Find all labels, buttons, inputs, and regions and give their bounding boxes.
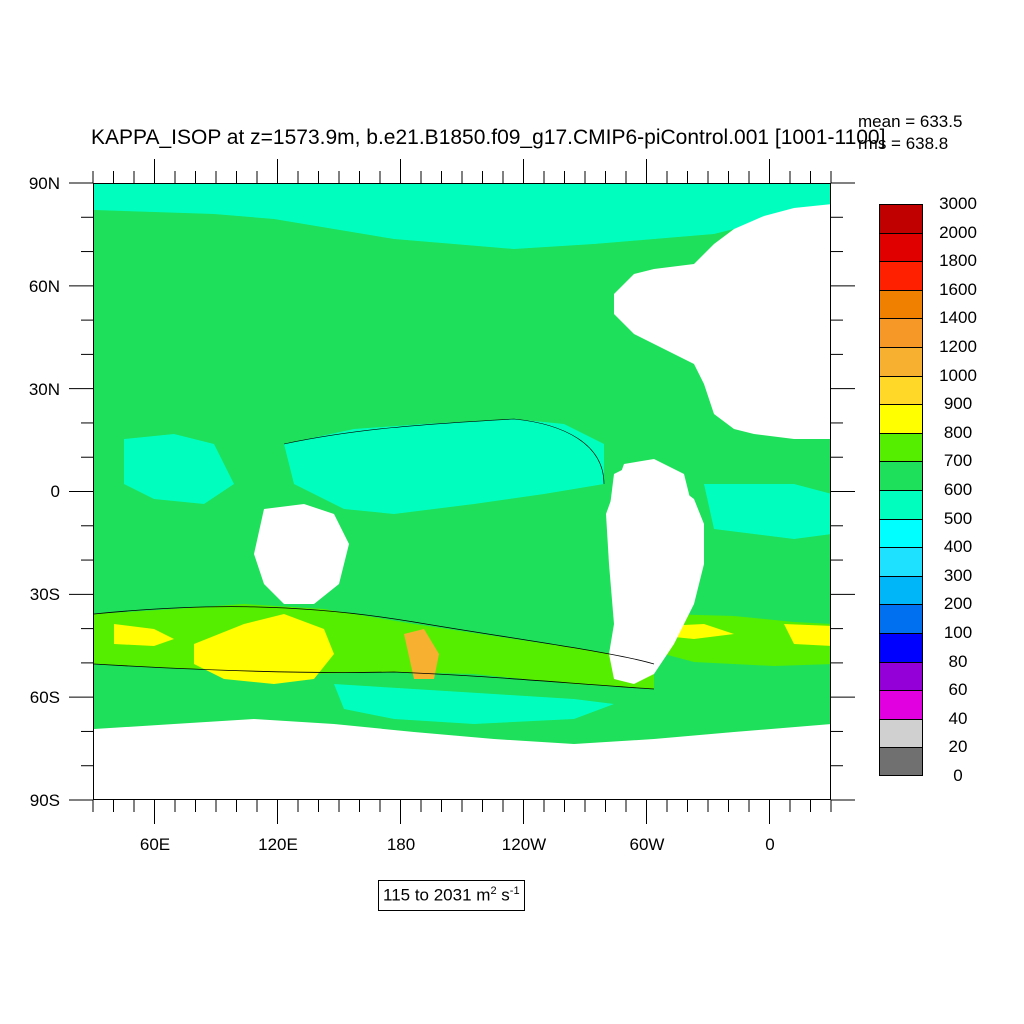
contour-line-3 — [283, 418, 605, 485]
colorbar-box — [879, 604, 923, 633]
colorbar-label: 1800 — [939, 251, 977, 271]
colorbar-box — [879, 747, 923, 776]
colorbar-label: 1400 — [939, 308, 977, 328]
range-exp-2: -1 — [509, 885, 520, 897]
colorbar-label: 1200 — [939, 337, 977, 356]
colorbar-label: 700 — [943, 451, 973, 471]
colorbar-box — [879, 232, 923, 262]
map-field — [94, 184, 830, 799]
lon-label-0: 0 — [765, 835, 775, 854]
colorbar-box — [879, 289, 923, 319]
range-exp-1: 2 — [490, 885, 497, 897]
colorbar-label: 3000 — [939, 194, 977, 213]
arctic-band — [94, 184, 830, 249]
colorbar-box — [879, 346, 923, 376]
lon-label-180: 180 — [386, 835, 416, 854]
contour-line-2 — [94, 663, 655, 690]
colorbar-label: 100 — [943, 623, 973, 642]
acc-patch-2 — [194, 614, 334, 684]
colorbar-label: 800 — [943, 422, 973, 442]
colorbar-box — [879, 489, 923, 519]
colorbar-box — [879, 718, 923, 748]
colorbar-box — [879, 432, 923, 462]
lat-label-60s: 60S — [29, 688, 60, 707]
mean-stat: mean = 633.5 — [858, 112, 963, 131]
colorbar-label: 200 — [943, 594, 973, 614]
colorbar-box — [879, 690, 923, 719]
colorbar — [879, 204, 923, 776]
lat-label-30s: 30S — [29, 585, 60, 604]
acc-patch-5 — [404, 629, 439, 679]
colorbar-label: 400 — [943, 537, 973, 557]
colorbar-box — [879, 404, 923, 433]
colorbar-box — [879, 261, 923, 290]
lat-label-90s: 90S — [29, 791, 60, 810]
colorbar-label: 1000 — [939, 365, 977, 385]
colorbar-box — [879, 375, 923, 405]
colorbar-label: 900 — [943, 394, 973, 414]
colorbar-label: 20 — [948, 737, 968, 757]
map-title: KAPPA_ISOP at z=1573.9m, b.e21.B1850.f09… — [91, 126, 886, 149]
colorbar-label: 600 — [943, 480, 973, 499]
acc-patch-4 — [784, 624, 830, 646]
colorbar-box — [879, 461, 923, 490]
colorbar-box — [879, 547, 923, 576]
range-unit-mid: s — [496, 885, 510, 905]
lon-label-60w: 60W — [629, 835, 665, 854]
tropical-band-pacific — [284, 419, 604, 514]
tropical-band-indian — [124, 434, 234, 504]
range-label-box: 115 to 2031 m2 s-1 — [378, 880, 525, 911]
colorbar-box — [879, 632, 923, 662]
colorbar-label: 500 — [943, 508, 973, 528]
map-plot-area — [93, 183, 831, 800]
colorbar-box — [879, 518, 923, 548]
lat-label-30n: 30N — [28, 380, 60, 399]
land-antarctica — [94, 719, 830, 799]
lon-label-120w: 120W — [501, 835, 547, 854]
colorbar-label: 1600 — [939, 279, 977, 299]
colorbar-box — [879, 318, 923, 347]
land-australia — [254, 504, 349, 604]
colorbar-label: 2000 — [939, 222, 977, 242]
colorbar-label: 80 — [948, 651, 968, 671]
colorbar-label: 40 — [948, 708, 968, 728]
rms-stat: rms = 638.8 — [858, 134, 949, 153]
lon-label-120e: 120E — [258, 835, 298, 854]
lat-label-eq: 0 — [50, 482, 60, 501]
contour-line-1 — [94, 606, 655, 665]
range-text: 115 to 2031 m — [383, 885, 491, 905]
acc-patch-1 — [114, 624, 174, 646]
southern-band-cyan — [334, 684, 614, 724]
colorbar-label: 60 — [948, 680, 968, 700]
land-north — [94, 184, 830, 439]
colorbar-label: 300 — [943, 565, 973, 585]
colorbar-box — [879, 204, 923, 233]
lat-label-60n: 60N — [28, 277, 60, 296]
colorbar-box — [879, 661, 923, 691]
lat-label-90n: 90N — [28, 174, 60, 193]
land-south-america-core — [606, 459, 694, 679]
colorbar-box — [879, 575, 923, 605]
tropical-band-atlantic — [704, 484, 830, 539]
colorbar-label: 0 — [953, 766, 963, 785]
lon-label-60e: 60E — [139, 835, 171, 854]
